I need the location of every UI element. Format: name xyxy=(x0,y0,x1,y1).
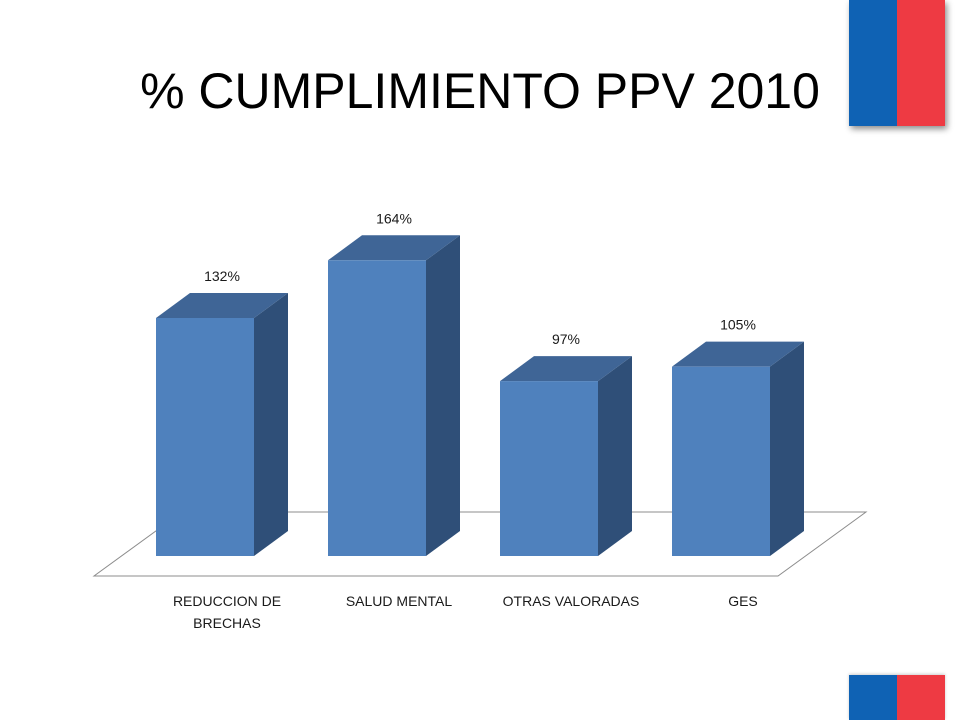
data-label: 105% xyxy=(720,317,756,333)
bar xyxy=(500,356,632,556)
bar-top-face xyxy=(328,235,460,261)
bar-top-face xyxy=(500,356,632,382)
bar-side-face xyxy=(426,235,460,556)
chile-flag-top-decoration xyxy=(849,0,945,126)
bar-top-face xyxy=(672,341,804,367)
data-label: 97% xyxy=(552,331,580,347)
bar-front-face xyxy=(156,318,254,556)
bar-front-face xyxy=(328,260,426,556)
bar xyxy=(156,293,288,556)
flag-red-stripe xyxy=(897,0,945,126)
bar xyxy=(328,235,460,556)
bar-side-face xyxy=(254,293,288,556)
flag-red-stripe xyxy=(897,675,945,720)
bar-top-face xyxy=(156,293,288,318)
category-tick-label: GES xyxy=(728,593,758,609)
bar-side-face xyxy=(598,356,632,556)
bar-front-face xyxy=(672,366,770,556)
slide-title: % CUMPLIMIENTO PPV 2010 xyxy=(140,63,820,119)
bar-side-face xyxy=(770,341,804,556)
flag-blue-stripe xyxy=(849,675,897,720)
data-label: 164% xyxy=(376,210,412,226)
data-label: 132% xyxy=(204,268,240,284)
bar xyxy=(672,341,804,556)
chile-flag-bottom-decoration xyxy=(849,675,945,720)
data-labels-group: 132% 164% 97% 105% xyxy=(204,210,756,347)
flag-blue-stripe xyxy=(849,0,897,126)
category-tick-label: REDUCCION DE BRECHAS xyxy=(173,593,281,631)
tick-labels-group: REDUCCION DE BRECHAS SALUD MENTAL OTRAS VAL… xyxy=(173,593,758,631)
category-tick-label: OTRAS VALORADAS xyxy=(503,593,640,609)
bar-front-face xyxy=(500,381,598,556)
bars-group xyxy=(156,235,804,556)
category-tick-label: SALUD MENTAL xyxy=(346,593,453,609)
